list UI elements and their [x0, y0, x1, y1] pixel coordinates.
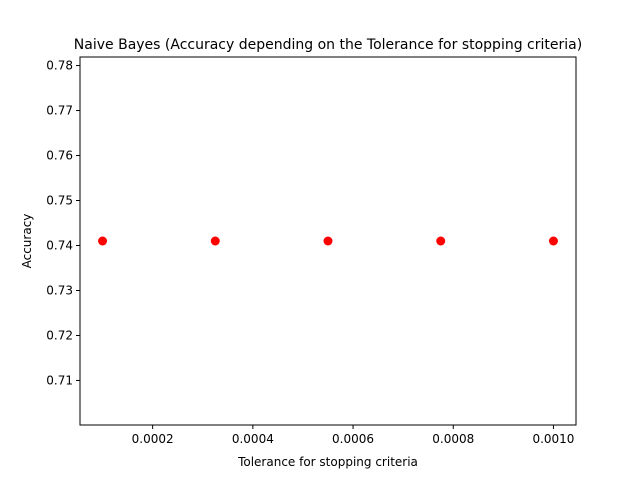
- chart-title: Naive Bayes (Accuracy depending on the T…: [74, 37, 582, 53]
- data-point: [98, 236, 108, 246]
- x-tick-label: 0.0008: [432, 432, 474, 446]
- axes-frame: [79, 56, 577, 426]
- y-tick-label: 0.76: [46, 149, 73, 163]
- x-axis-label: Tolerance for stopping criteria: [237, 455, 418, 469]
- x-axis: 0.0002 0.0004 0.0006 0.0008 0.0010: [132, 425, 574, 446]
- x-tick-label: 0.0004: [232, 432, 274, 446]
- y-tick-label: 0.75: [46, 194, 73, 208]
- y-axis: 0.71 0.72 0.73 0.74 0.75 0.76 0.77 0.78: [46, 59, 80, 387]
- data-point: [210, 236, 220, 246]
- data-point: [436, 236, 446, 246]
- y-tick-label: 0.77: [46, 104, 73, 118]
- y-tick-label: 0.74: [46, 238, 73, 252]
- y-tick-label: 0.72: [46, 328, 73, 342]
- x-tick-label: 0.0002: [132, 432, 174, 446]
- x-tick-label: 0.0006: [332, 432, 374, 446]
- data-point: [323, 236, 333, 246]
- y-tick-label: 0.73: [46, 283, 73, 297]
- plot-area: [98, 236, 558, 246]
- data-point: [548, 236, 558, 246]
- x-tick-label: 0.0010: [532, 432, 574, 446]
- y-tick-label: 0.78: [46, 59, 73, 73]
- y-tick-label: 0.71: [46, 373, 73, 387]
- y-axis-label: Accuracy: [20, 214, 34, 269]
